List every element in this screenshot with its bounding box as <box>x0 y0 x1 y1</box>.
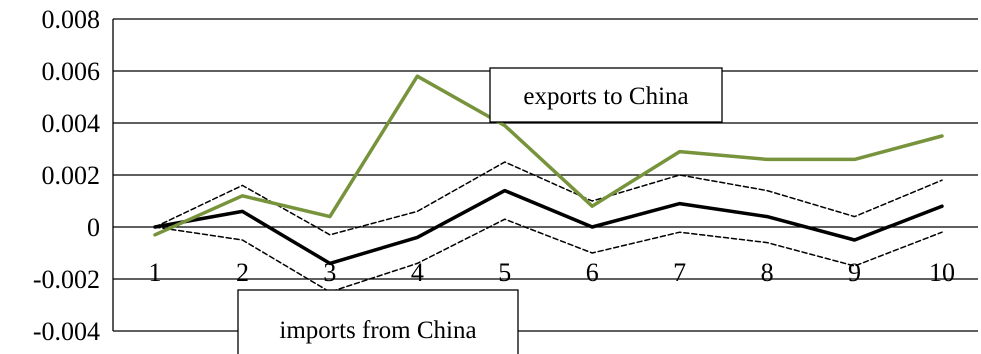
exports-annotation-box <box>489 67 723 123</box>
x-tick-label: 10 <box>929 258 955 287</box>
y-tick-label: 0.002 <box>42 161 101 190</box>
x-tick-label: 9 <box>848 258 861 287</box>
y-tick-label: 0.006 <box>42 57 101 86</box>
series-line-imports-upper-band <box>154 161 943 236</box>
x-tick-label: 1 <box>149 258 162 287</box>
y-tick-label: 0 <box>87 213 100 242</box>
x-tick-label: 2 <box>236 258 249 287</box>
y-tick-label: 0.004 <box>42 109 101 138</box>
x-tick-label: 6 <box>586 258 599 287</box>
series-line-exports <box>153 74 944 237</box>
imports-annotation-box <box>237 289 519 354</box>
x-tick-label: 4 <box>411 258 424 287</box>
imports-annotation: imports from China <box>237 289 519 354</box>
imports-annotation-label: imports from China <box>279 317 476 344</box>
series-line-imports <box>153 188 944 266</box>
exports-annotation-label: exports to China <box>523 83 688 110</box>
y-tick-label: -0.002 <box>33 265 100 294</box>
x-tick-label: 8 <box>761 258 774 287</box>
y-tick-label: 0.008 <box>42 5 101 34</box>
y-tick-label: -0.004 <box>33 317 100 346</box>
x-tick-label: 5 <box>498 258 511 287</box>
series-layer <box>153 74 944 293</box>
y-axis-tick-labels: 0.008 0.006 0.004 0.002 0 -0.002 -0.004 <box>33 5 100 346</box>
exports-annotation: exports to China <box>489 67 723 123</box>
x-tick-label: 3 <box>323 258 336 287</box>
series-line-imports-lower-band <box>154 218 943 293</box>
x-tick-label: 7 <box>673 258 686 287</box>
x-axis-tick-labels: 1 2 3 4 5 6 7 8 9 10 <box>149 258 956 287</box>
